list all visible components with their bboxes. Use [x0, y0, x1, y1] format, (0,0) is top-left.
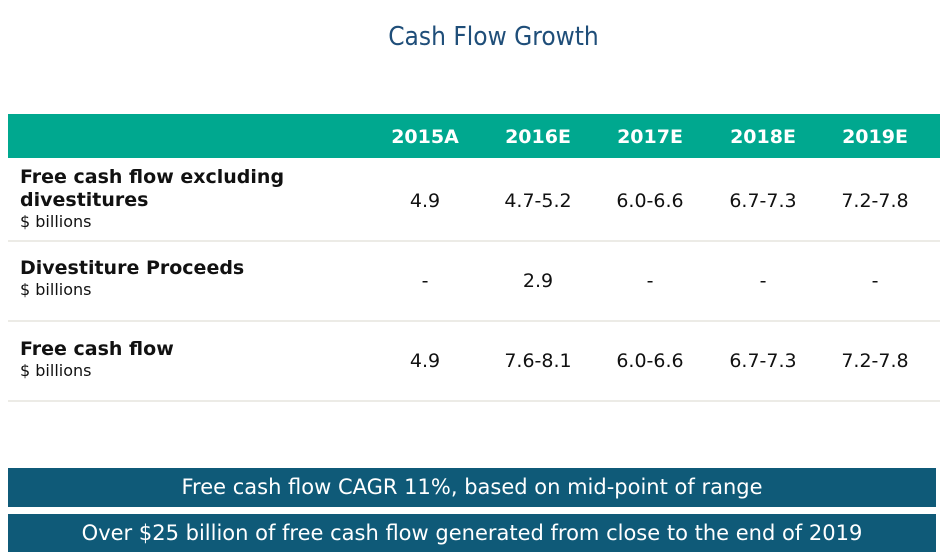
cell-value: 6.0-6.6	[616, 190, 684, 212]
table-row: Divestiture Proceeds $ billions - 2.9 - …	[8, 242, 940, 322]
cell-value: 7.6-8.1	[504, 350, 572, 372]
row-label-line: Divestiture Proceeds	[20, 257, 245, 279]
table-row: Free cash flow $ billions 4.9 7.6-8.1 6.…	[8, 322, 940, 402]
row-unit: $ billions	[20, 212, 92, 231]
row-label: Free cash flow $ billions	[20, 338, 174, 380]
cell-value: 7.2-7.8	[841, 350, 909, 372]
cell-value: 4.7-5.2	[504, 190, 572, 212]
row-label-line: Free cash flow	[20, 338, 174, 360]
total-fcf-banner: Over $25 billion of free cash flow gener…	[8, 514, 936, 552]
column-header: 2017E	[617, 126, 683, 148]
row-label: Free cash flow excluding divestitures $ …	[20, 166, 284, 231]
cell-value: 6.7-7.3	[729, 350, 797, 372]
cell-value: -	[759, 270, 767, 292]
cell-value: -	[646, 270, 654, 292]
column-header: 2016E	[505, 126, 571, 148]
row-label-line: divestitures	[20, 189, 149, 211]
page-title: Cash Flow Growth	[388, 22, 599, 52]
table-row: Free cash flow excluding divestitures $ …	[8, 158, 940, 242]
row-label: Divestiture Proceeds $ billions	[20, 257, 244, 299]
column-header: 2015A	[391, 126, 459, 148]
cell-value: -	[421, 270, 429, 292]
column-header: 2018E	[730, 126, 796, 148]
cagr-banner: Free cash flow CAGR 11%, based on mid-po…	[8, 468, 936, 507]
table-header: 2015A 2016E 2017E 2018E 2019E	[8, 114, 940, 158]
cell-value: 4.9	[409, 350, 441, 372]
cell-value: -	[871, 270, 879, 292]
row-unit: $ billions	[20, 361, 92, 380]
cell-value: 2.9	[522, 270, 554, 292]
cell-value: 6.0-6.6	[616, 350, 684, 372]
row-unit: $ billions	[20, 280, 92, 299]
cell-value: 4.9	[409, 190, 441, 212]
cell-value: 6.7-7.3	[729, 190, 797, 212]
column-header: 2019E	[842, 126, 908, 148]
row-label-line: Free cash flow excluding	[20, 166, 285, 188]
cell-value: 7.2-7.8	[841, 190, 909, 212]
